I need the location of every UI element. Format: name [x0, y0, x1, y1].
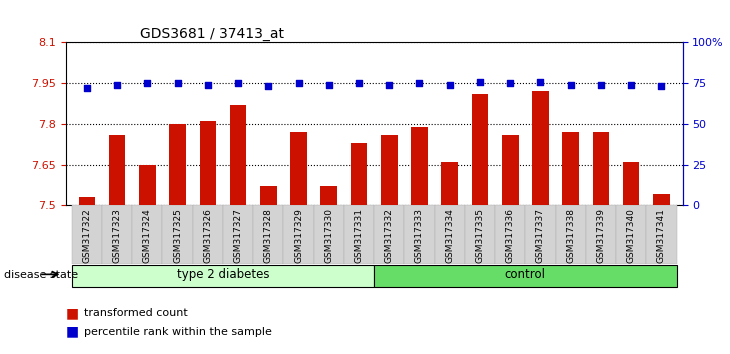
Text: GDS3681 / 37413_at: GDS3681 / 37413_at — [139, 28, 284, 41]
Text: GSM317340: GSM317340 — [626, 208, 636, 263]
Text: GSM317338: GSM317338 — [566, 208, 575, 263]
Text: type 2 diabetes: type 2 diabetes — [177, 268, 269, 281]
Bar — [260, 186, 277, 205]
Point — [142, 80, 153, 86]
Text: GSM317334: GSM317334 — [445, 208, 454, 263]
Text: disease state: disease state — [4, 270, 78, 280]
FancyBboxPatch shape — [344, 205, 374, 264]
Point — [504, 80, 516, 86]
FancyBboxPatch shape — [102, 205, 132, 264]
Bar — [79, 197, 95, 205]
Text: ■: ■ — [66, 306, 79, 320]
Text: GSM317329: GSM317329 — [294, 208, 303, 263]
FancyBboxPatch shape — [404, 205, 434, 264]
Bar — [381, 135, 398, 205]
Point — [383, 82, 395, 88]
Point — [414, 80, 426, 86]
Bar — [199, 121, 216, 205]
Text: percentile rank within the sample: percentile rank within the sample — [84, 327, 272, 337]
Point — [202, 82, 214, 88]
Bar — [593, 132, 610, 205]
Text: GSM317335: GSM317335 — [475, 208, 485, 263]
Text: control: control — [505, 268, 546, 281]
FancyBboxPatch shape — [283, 205, 314, 264]
Bar — [653, 194, 669, 205]
FancyBboxPatch shape — [526, 205, 556, 264]
Text: transformed count: transformed count — [84, 308, 188, 318]
FancyBboxPatch shape — [616, 205, 646, 264]
Bar — [562, 132, 579, 205]
FancyBboxPatch shape — [374, 205, 404, 264]
Text: GSM317328: GSM317328 — [264, 208, 273, 263]
Text: GSM317324: GSM317324 — [143, 208, 152, 263]
Bar — [623, 162, 639, 205]
Point — [534, 79, 546, 84]
Text: GSM317337: GSM317337 — [536, 208, 545, 263]
Point — [656, 84, 667, 89]
Text: ■: ■ — [66, 325, 79, 339]
Text: GSM317336: GSM317336 — [506, 208, 515, 263]
Point — [323, 82, 334, 88]
Bar — [320, 186, 337, 205]
FancyBboxPatch shape — [72, 265, 374, 287]
Bar — [442, 162, 458, 205]
Text: GSM317330: GSM317330 — [324, 208, 334, 263]
Point — [293, 80, 304, 86]
Bar — [169, 124, 186, 205]
Text: GSM317323: GSM317323 — [112, 208, 122, 263]
FancyBboxPatch shape — [556, 205, 585, 264]
Bar — [350, 143, 367, 205]
FancyBboxPatch shape — [374, 265, 677, 287]
Point — [595, 82, 607, 88]
Point — [172, 80, 183, 86]
FancyBboxPatch shape — [434, 205, 465, 264]
Bar — [502, 135, 518, 205]
Point — [232, 80, 244, 86]
Text: GSM317332: GSM317332 — [385, 208, 393, 263]
Point — [444, 82, 456, 88]
FancyBboxPatch shape — [223, 205, 253, 264]
FancyBboxPatch shape — [193, 205, 223, 264]
Point — [111, 82, 123, 88]
Text: GSM317331: GSM317331 — [355, 208, 364, 263]
Text: GSM317333: GSM317333 — [415, 208, 424, 263]
Text: GSM317326: GSM317326 — [204, 208, 212, 263]
FancyBboxPatch shape — [314, 205, 344, 264]
FancyBboxPatch shape — [646, 205, 677, 264]
FancyBboxPatch shape — [253, 205, 283, 264]
Point — [353, 80, 365, 86]
FancyBboxPatch shape — [465, 205, 495, 264]
Point — [626, 82, 637, 88]
FancyBboxPatch shape — [495, 205, 526, 264]
Text: GSM317322: GSM317322 — [82, 208, 91, 263]
Text: GSM317341: GSM317341 — [657, 208, 666, 263]
Bar — [139, 165, 155, 205]
Point — [474, 79, 485, 84]
Bar — [291, 132, 307, 205]
Text: GSM317327: GSM317327 — [234, 208, 242, 263]
Bar — [411, 127, 428, 205]
Bar — [472, 94, 488, 205]
Point — [263, 84, 274, 89]
FancyBboxPatch shape — [132, 205, 163, 264]
Text: GSM317339: GSM317339 — [596, 208, 605, 263]
FancyBboxPatch shape — [163, 205, 193, 264]
Bar — [109, 135, 126, 205]
FancyBboxPatch shape — [585, 205, 616, 264]
Text: GSM317325: GSM317325 — [173, 208, 182, 263]
Point — [81, 85, 93, 91]
FancyBboxPatch shape — [72, 205, 102, 264]
Bar — [532, 91, 549, 205]
Point — [565, 82, 577, 88]
Bar — [230, 105, 246, 205]
